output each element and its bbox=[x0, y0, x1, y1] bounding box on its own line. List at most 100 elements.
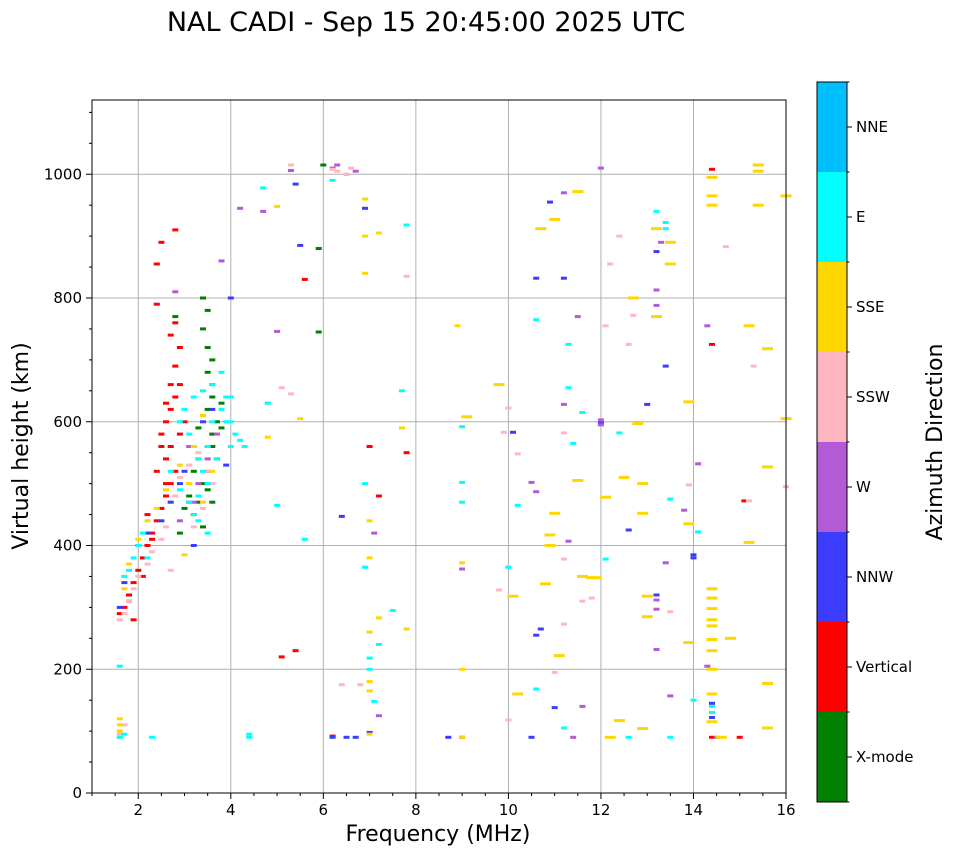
echo-point-vertical bbox=[130, 581, 137, 585]
echo-point-e bbox=[403, 223, 410, 227]
echo-point-x-mode bbox=[195, 500, 202, 504]
y-tick-label: 200 bbox=[53, 660, 82, 678]
echo-point-vertical bbox=[130, 618, 137, 622]
echo-point-x-mode bbox=[209, 500, 216, 504]
colorbar-label-x-mode: X-mode bbox=[856, 748, 913, 766]
colorbar-swatch-nne bbox=[817, 82, 847, 172]
echo-point-w bbox=[597, 423, 604, 427]
echo-point-sse bbox=[586, 576, 598, 580]
echo-point-w bbox=[375, 714, 382, 718]
series-vertical bbox=[116, 167, 748, 739]
echo-point-sse bbox=[553, 654, 565, 658]
echo-point-e bbox=[176, 488, 183, 492]
series-ssw bbox=[116, 163, 789, 736]
echo-point-ssw bbox=[116, 732, 123, 736]
echo-point-nnw bbox=[209, 407, 216, 411]
echo-point-sse bbox=[375, 231, 382, 235]
echo-point-e bbox=[662, 227, 669, 231]
echo-point-e bbox=[167, 469, 174, 473]
echo-point-e bbox=[186, 432, 193, 436]
echo-point-vertical bbox=[121, 605, 128, 609]
echo-point-sse bbox=[627, 296, 639, 300]
echo-point-nnw bbox=[560, 276, 567, 280]
echo-point-w bbox=[334, 163, 341, 167]
echo-point-sse bbox=[512, 692, 524, 696]
echo-point-e bbox=[227, 395, 234, 399]
echo-point-vertical bbox=[172, 364, 179, 368]
colorbar-label-ssw: SSW bbox=[856, 388, 890, 406]
y-tick-label: 800 bbox=[53, 289, 82, 307]
echo-point-ssw bbox=[343, 172, 350, 176]
echo-point-e bbox=[246, 732, 253, 736]
echo-point-e bbox=[209, 420, 216, 424]
echo-point-sse bbox=[725, 636, 736, 640]
echo-point-vertical bbox=[153, 262, 160, 266]
x-tick-label: 6 bbox=[319, 801, 329, 819]
echo-point-w bbox=[658, 240, 665, 244]
echo-point-w bbox=[204, 457, 211, 461]
echo-point-sse bbox=[762, 726, 773, 730]
echo-point-e bbox=[709, 704, 715, 708]
echo-point-vertical bbox=[172, 469, 179, 473]
echo-point-w bbox=[667, 694, 674, 698]
echo-point-ssw bbox=[496, 588, 503, 592]
echo-point-e bbox=[213, 457, 220, 461]
echo-point-vertical bbox=[172, 228, 179, 232]
echo-point-ssw bbox=[607, 262, 614, 266]
echo-point-ssw bbox=[750, 364, 757, 368]
azimuth-colorbar: X-mode Vertical NNW W SSW SSE E NNE bbox=[816, 81, 913, 803]
echo-point-e bbox=[135, 544, 142, 547]
echo-point-vertical bbox=[158, 445, 165, 448]
echo-point-e bbox=[301, 537, 308, 541]
echo-point-e bbox=[200, 469, 206, 473]
echo-point-ssw bbox=[176, 475, 183, 479]
echo-point-nnw bbox=[625, 528, 632, 532]
echo-point-e bbox=[181, 407, 188, 411]
echo-point-e bbox=[195, 494, 202, 498]
echo-point-sse bbox=[507, 594, 519, 598]
colorbar-label-nne: NNE bbox=[856, 118, 888, 136]
echo-point-ssw bbox=[149, 550, 156, 554]
echo-point-vertical bbox=[172, 395, 179, 399]
echo-point-ssw bbox=[625, 342, 632, 346]
echo-point-e bbox=[366, 667, 373, 671]
echo-point-ssw bbox=[329, 167, 336, 171]
echo-point-vertical bbox=[158, 432, 165, 436]
echo-point-nnw bbox=[533, 276, 540, 280]
echo-point-ssw bbox=[287, 163, 294, 167]
echo-point-vertical bbox=[167, 445, 174, 448]
echo-point-sse bbox=[153, 506, 160, 510]
echo-point-vertical bbox=[167, 482, 174, 486]
echo-point-ssw bbox=[287, 392, 294, 396]
echo-point-ssw bbox=[505, 406, 512, 410]
echo-point-sse bbox=[549, 511, 561, 515]
echo-point-sse bbox=[743, 324, 755, 328]
echo-point-x-mode bbox=[176, 531, 183, 535]
echo-point-x-mode bbox=[204, 308, 211, 312]
echo-point-e bbox=[204, 531, 211, 535]
echo-point-ssw bbox=[163, 525, 169, 529]
echo-point-x-mode bbox=[200, 482, 206, 486]
echo-point-ssw bbox=[135, 574, 142, 578]
echo-point-sse bbox=[752, 163, 764, 167]
echo-point-ssw bbox=[195, 451, 202, 455]
echo-point-w bbox=[704, 324, 711, 328]
echo-point-nnw bbox=[116, 605, 123, 609]
echo-point-e bbox=[218, 407, 225, 411]
echo-point-e bbox=[223, 420, 230, 424]
echo-point-vertical bbox=[163, 401, 169, 405]
echo-point-x-mode bbox=[209, 432, 216, 436]
echo-point-vertical bbox=[153, 302, 160, 306]
echo-point-ssw bbox=[514, 452, 521, 456]
echo-point-w bbox=[579, 704, 586, 708]
echo-point-vertical bbox=[176, 432, 183, 436]
echo-point-nnw bbox=[653, 250, 660, 254]
echo-point-vertical bbox=[176, 346, 183, 349]
echo-point-nnw bbox=[690, 553, 697, 557]
echo-point-ssw bbox=[190, 525, 197, 529]
colorbar-label-w: W bbox=[856, 478, 871, 496]
echo-point-sse bbox=[403, 627, 410, 631]
echo-point-e bbox=[565, 386, 572, 390]
echo-point-nnw bbox=[338, 514, 345, 518]
echo-point-e bbox=[533, 318, 540, 322]
